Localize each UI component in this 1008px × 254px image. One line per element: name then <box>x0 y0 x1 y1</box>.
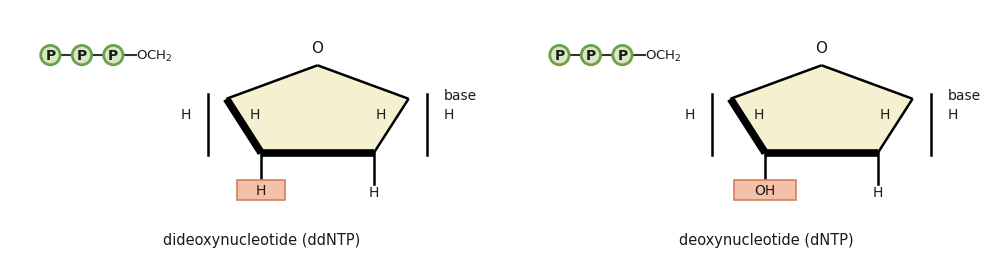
Text: H: H <box>444 108 454 122</box>
FancyBboxPatch shape <box>735 181 796 200</box>
Text: H: H <box>375 108 385 122</box>
Polygon shape <box>227 66 408 153</box>
Text: P: P <box>45 49 55 63</box>
Text: base: base <box>948 89 981 103</box>
Text: base: base <box>444 89 477 103</box>
Text: P: P <box>77 49 87 63</box>
Text: P: P <box>617 49 628 63</box>
Ellipse shape <box>40 46 60 66</box>
Text: H: H <box>685 108 696 122</box>
Text: H: H <box>369 186 379 200</box>
Text: P: P <box>554 49 564 63</box>
Text: H: H <box>256 183 266 197</box>
Text: O: O <box>815 41 828 56</box>
Text: P: P <box>108 49 119 63</box>
Text: OCH$_2$: OCH$_2$ <box>136 48 172 64</box>
Ellipse shape <box>104 46 123 66</box>
Text: H: H <box>879 108 889 122</box>
Ellipse shape <box>582 46 601 66</box>
Text: P: P <box>586 49 596 63</box>
FancyBboxPatch shape <box>237 181 285 200</box>
Ellipse shape <box>613 46 632 66</box>
Text: H: H <box>948 108 958 122</box>
Ellipse shape <box>549 46 570 66</box>
Text: dideoxynucleotide (ddNTP): dideoxynucleotide (ddNTP) <box>163 233 361 247</box>
Text: OH: OH <box>755 183 776 197</box>
Text: OCH$_2$: OCH$_2$ <box>645 48 681 64</box>
Text: H: H <box>250 108 260 122</box>
Text: deoxynucleotide (dNTP): deoxynucleotide (dNTP) <box>678 233 854 247</box>
Polygon shape <box>731 66 912 153</box>
Text: H: H <box>873 186 883 200</box>
Text: H: H <box>181 108 192 122</box>
Ellipse shape <box>73 46 92 66</box>
Text: H: H <box>754 108 764 122</box>
Text: O: O <box>311 41 324 56</box>
